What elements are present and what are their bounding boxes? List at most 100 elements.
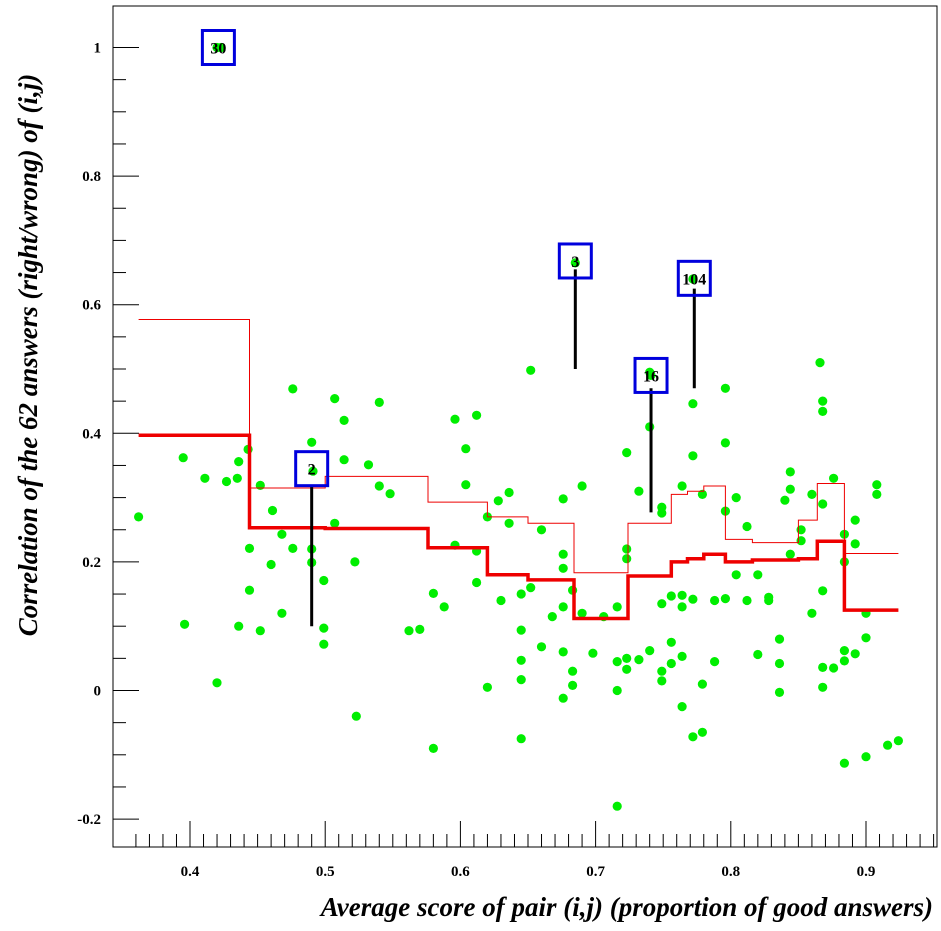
annotation-label: 2 [308,462,316,479]
data-point [319,623,329,633]
annotation-box [676,259,712,297]
data-point [288,384,298,394]
thick-step-line [138,433,899,621]
data-point [688,399,698,409]
data-point [526,365,536,375]
data-point [568,680,578,691]
data-point [622,448,632,458]
data-point [134,512,144,522]
data-point [612,602,622,612]
data-point [677,481,687,491]
data-point [731,570,741,580]
data-point [504,518,514,528]
data-point [657,676,667,686]
x-axis-ticks: 0.4 0.5 0.6 0.7 0.8 0.9 [135,821,935,880]
plot-frame [112,5,938,848]
data-point [697,679,708,689]
data-point [277,608,287,618]
data-point [697,489,708,499]
data-point [785,549,795,559]
data-point [774,687,785,698]
x-tick-label: 0.6 [451,864,470,880]
data-point [785,467,795,477]
data-point [244,585,255,595]
data-point [688,274,698,284]
data-point [720,383,731,393]
data-point [472,410,482,420]
data-point [339,455,349,465]
data-point [780,495,790,505]
data-point [547,612,557,622]
data-point [350,557,360,567]
data-point [516,589,526,599]
data-point [428,743,438,754]
y-tick-label: 0 [94,684,102,700]
data-point [504,487,514,498]
data-point [688,451,698,461]
data-point [839,656,850,666]
data-point [697,727,708,737]
data-point [330,394,340,404]
data-point [570,258,580,268]
data-point [666,658,676,669]
data-point [850,539,860,549]
data-point [666,591,676,601]
data-point [180,619,190,629]
data-point [818,586,828,596]
annotation-label: 30 [210,41,226,58]
data-point [308,466,318,476]
data-point [818,682,828,692]
data-point [221,476,232,487]
data-point [558,563,568,573]
data-point [558,693,568,703]
data-point [244,543,255,554]
data-point [339,415,349,425]
x-tick-label: 0.5 [316,864,335,880]
data-point [634,655,644,665]
data-point [622,653,632,664]
data-point [536,642,547,652]
data-point [622,544,632,554]
data-point [516,655,526,665]
data-point [666,637,676,647]
data-point [872,480,882,490]
data-point [588,648,598,658]
data-point [496,595,506,606]
data-point [753,570,763,580]
data-point [374,481,384,491]
data-point [461,480,471,490]
data-point [516,734,526,744]
data-point [472,577,482,588]
data-point [288,543,298,554]
data-point [883,740,893,750]
data-point [622,664,632,674]
y-tick-label: 0.2 [82,555,101,571]
y-axis-title: Correlation of the 62 answers (right/wro… [13,74,43,637]
data-point [645,646,655,656]
step-curves [138,319,899,621]
data-point [688,732,698,742]
data-point [839,646,850,656]
data-point [374,397,384,407]
data-point [267,505,278,516]
data-point [612,685,622,696]
data-point [677,590,687,600]
data-point [677,702,687,712]
annotation-box [294,450,330,488]
data-point [558,602,568,612]
data-point [212,678,222,688]
data-point [493,496,503,506]
x-tick-label: 0.7 [586,864,605,880]
data-point [807,608,817,618]
data-point [234,457,244,467]
data-point [774,634,785,644]
annotation-label: 104 [682,271,706,288]
data-point [850,649,860,659]
data-point [351,711,361,721]
data-point [536,525,547,535]
data-point [516,625,526,635]
data-point [839,758,850,768]
data-point [450,414,460,424]
data-point [526,583,536,593]
